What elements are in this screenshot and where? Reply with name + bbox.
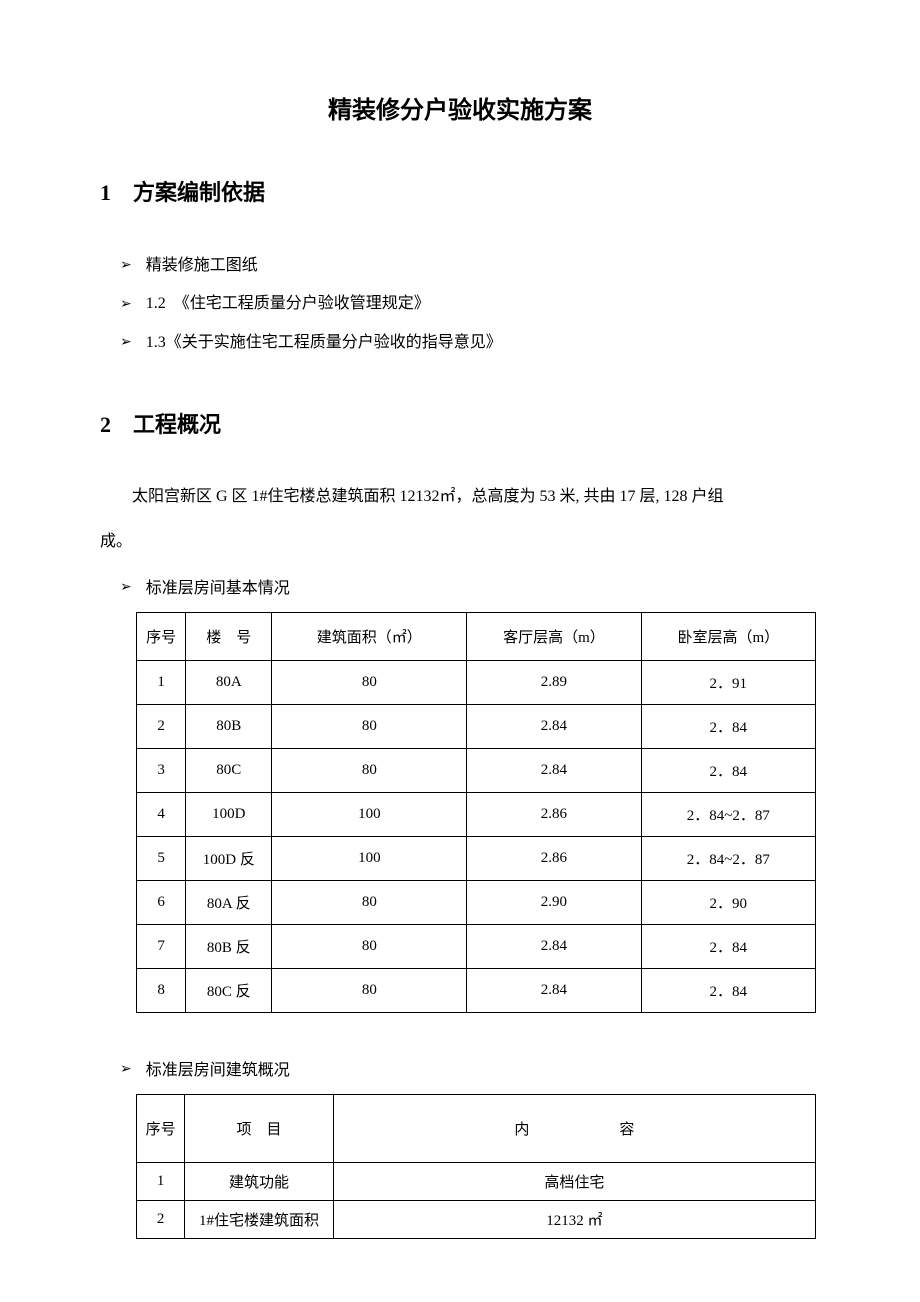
table-cell: 2 — [137, 704, 186, 748]
table-cell: 2.89 — [467, 660, 641, 704]
room-basic-table: 序号 楼 号 建筑面积（㎡） 客厅层高（m） 卧室层高（m） 180A802.8… — [136, 612, 816, 1013]
building-overview-table: 序号 项 目 内 容 1建筑功能高档住宅21#住宅楼建筑面积12132 ㎡ — [136, 1094, 816, 1239]
document-title: 精装修分户验收实施方案 — [100, 90, 820, 125]
table-header-cell: 内 容 — [333, 1095, 815, 1163]
table-row: 180A802.892．91 — [137, 660, 816, 704]
section-1-list: ➢ 精装修施工图纸 ➢ 1.2 《住宅工程质量分户验收管理规定》 ➢ 1.3《关… — [120, 247, 820, 362]
table-cell: 3 — [137, 748, 186, 792]
section-1-heading: 1 方案编制依据 — [100, 175, 820, 207]
table1-body: 180A802.892．91280B802.842．84380C802.842．… — [137, 660, 816, 1012]
table-cell: 2．90 — [641, 880, 815, 924]
table-cell: 2.84 — [467, 748, 641, 792]
table-header-cell: 序号 — [137, 1095, 185, 1163]
table-cell: 80B — [186, 704, 272, 748]
table-header-cell: 序号 — [137, 612, 186, 660]
bullet-icon: ➢ — [120, 573, 132, 604]
table-cell: 80B 反 — [186, 924, 272, 968]
table-header-cell: 卧室层高（m） — [641, 612, 815, 660]
table-row: 21#住宅楼建筑面积12132 ㎡ — [137, 1201, 816, 1239]
table-cell: 7 — [137, 924, 186, 968]
table1-heading: ➢ 标准层房间基本情况 — [120, 571, 820, 606]
overview-paragraph-line1: 太阳宫新区 G 区 1#住宅楼总建筑面积 12132㎡，总高度为 53 米, 共… — [100, 479, 820, 516]
overview-paragraph-line2: 成。 — [100, 524, 820, 561]
table-header-cell: 楼 号 — [186, 612, 272, 660]
table-header-cell: 建筑面积（㎡） — [272, 612, 467, 660]
table-header-cell: 项 目 — [185, 1095, 334, 1163]
table-cell: 8 — [137, 968, 186, 1012]
table-row: 280B802.842．84 — [137, 704, 816, 748]
list-item-text: 1.2 《住宅工程质量分户验收管理规定》 — [146, 285, 430, 323]
table-cell: 2．84 — [641, 924, 815, 968]
table-cell: 80 — [272, 968, 467, 1012]
list-item: ➢ 精装修施工图纸 — [120, 247, 820, 285]
table-row: 4100D1002.862．84~2．87 — [137, 792, 816, 836]
table-cell: 2.84 — [467, 968, 641, 1012]
table-cell: 100 — [272, 792, 467, 836]
table-cell: 80 — [272, 924, 467, 968]
table-cell: 100D — [186, 792, 272, 836]
table-row: 380C802.842．84 — [137, 748, 816, 792]
table-cell: 1 — [137, 1163, 185, 1201]
table2-heading-text: 标准层房间建筑概况 — [146, 1053, 290, 1088]
bullet-icon: ➢ — [120, 288, 132, 322]
table-cell: 2．84~2．87 — [641, 836, 815, 880]
table-row: 880C 反802.842．84 — [137, 968, 816, 1012]
table-cell: 6 — [137, 880, 186, 924]
list-item: ➢ 1.3《关于实施住宅工程质量分户验收的指导意见》 — [120, 324, 820, 362]
table-cell: 2.84 — [467, 924, 641, 968]
table-row: 1建筑功能高档住宅 — [137, 1163, 816, 1201]
table-cell: 4 — [137, 792, 186, 836]
table-cell: 80C — [186, 748, 272, 792]
table-cell: 12132 ㎡ — [333, 1201, 815, 1239]
table-header-cell: 客厅层高（m） — [467, 612, 641, 660]
table-cell: 2.90 — [467, 880, 641, 924]
bullet-icon: ➢ — [120, 1055, 132, 1086]
table-cell: 80A 反 — [186, 880, 272, 924]
table-cell: 2.86 — [467, 792, 641, 836]
table-header-row: 序号 项 目 内 容 — [137, 1095, 816, 1163]
table-cell: 80C 反 — [186, 968, 272, 1012]
table-cell: 5 — [137, 836, 186, 880]
list-item-text: 1.3《关于实施住宅工程质量分户验收的指导意见》 — [146, 324, 502, 362]
list-item-text: 精装修施工图纸 — [146, 247, 258, 285]
table-cell: 2．84~2．87 — [641, 792, 815, 836]
table-row: 680A 反802.902．90 — [137, 880, 816, 924]
table2-heading: ➢ 标准层房间建筑概况 — [120, 1053, 820, 1088]
table1-heading-text: 标准层房间基本情况 — [146, 571, 290, 606]
bullet-icon: ➢ — [120, 249, 132, 283]
table-row: 780B 反802.842．84 — [137, 924, 816, 968]
table-cell: 建筑功能 — [185, 1163, 334, 1201]
bullet-icon: ➢ — [120, 326, 132, 360]
table-cell: 100D 反 — [186, 836, 272, 880]
table-cell: 1 — [137, 660, 186, 704]
table-cell: 2．84 — [641, 748, 815, 792]
table-cell: 2.86 — [467, 836, 641, 880]
table-cell: 100 — [272, 836, 467, 880]
table-cell: 80 — [272, 660, 467, 704]
table-cell: 2.84 — [467, 704, 641, 748]
table-row: 5100D 反1002.862．84~2．87 — [137, 836, 816, 880]
table-cell: 80A — [186, 660, 272, 704]
list-item: ➢ 1.2 《住宅工程质量分户验收管理规定》 — [120, 285, 820, 323]
table-cell: 1#住宅楼建筑面积 — [185, 1201, 334, 1239]
table-cell: 2．84 — [641, 968, 815, 1012]
section-2-heading: 2 工程概况 — [100, 407, 820, 439]
table-cell: 80 — [272, 880, 467, 924]
table-header-row: 序号 楼 号 建筑面积（㎡） 客厅层高（m） 卧室层高（m） — [137, 612, 816, 660]
table-cell: 高档住宅 — [333, 1163, 815, 1201]
table-cell: 2．84 — [641, 704, 815, 748]
table-cell: 2．91 — [641, 660, 815, 704]
table-cell: 2 — [137, 1201, 185, 1239]
table-cell: 80 — [272, 704, 467, 748]
table2-body: 1建筑功能高档住宅21#住宅楼建筑面积12132 ㎡ — [137, 1163, 816, 1239]
table-cell: 80 — [272, 748, 467, 792]
